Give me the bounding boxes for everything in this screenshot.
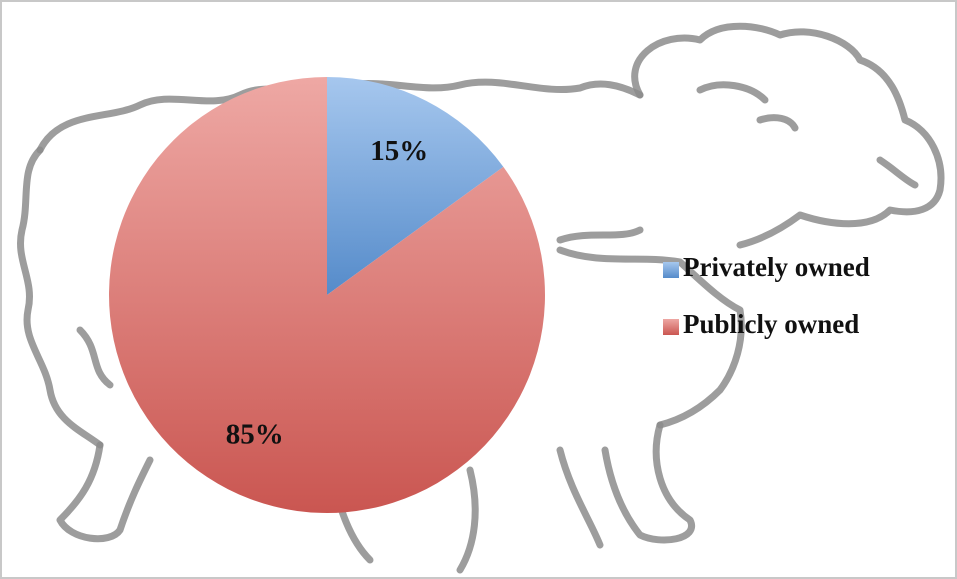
legend-swatch: [663, 319, 679, 335]
page: {"chart_data": {"type": "pie", "categori…: [0, 0, 957, 579]
data-label: 85%: [226, 418, 284, 450]
legend-label: Privately owned: [683, 252, 870, 282]
legend-label: Publicly owned: [683, 309, 859, 339]
data-label: 15%: [370, 135, 428, 167]
legend-swatch: [663, 262, 679, 278]
chart: 15% 85% Privately owned Publicly owned: [0, 0, 957, 579]
